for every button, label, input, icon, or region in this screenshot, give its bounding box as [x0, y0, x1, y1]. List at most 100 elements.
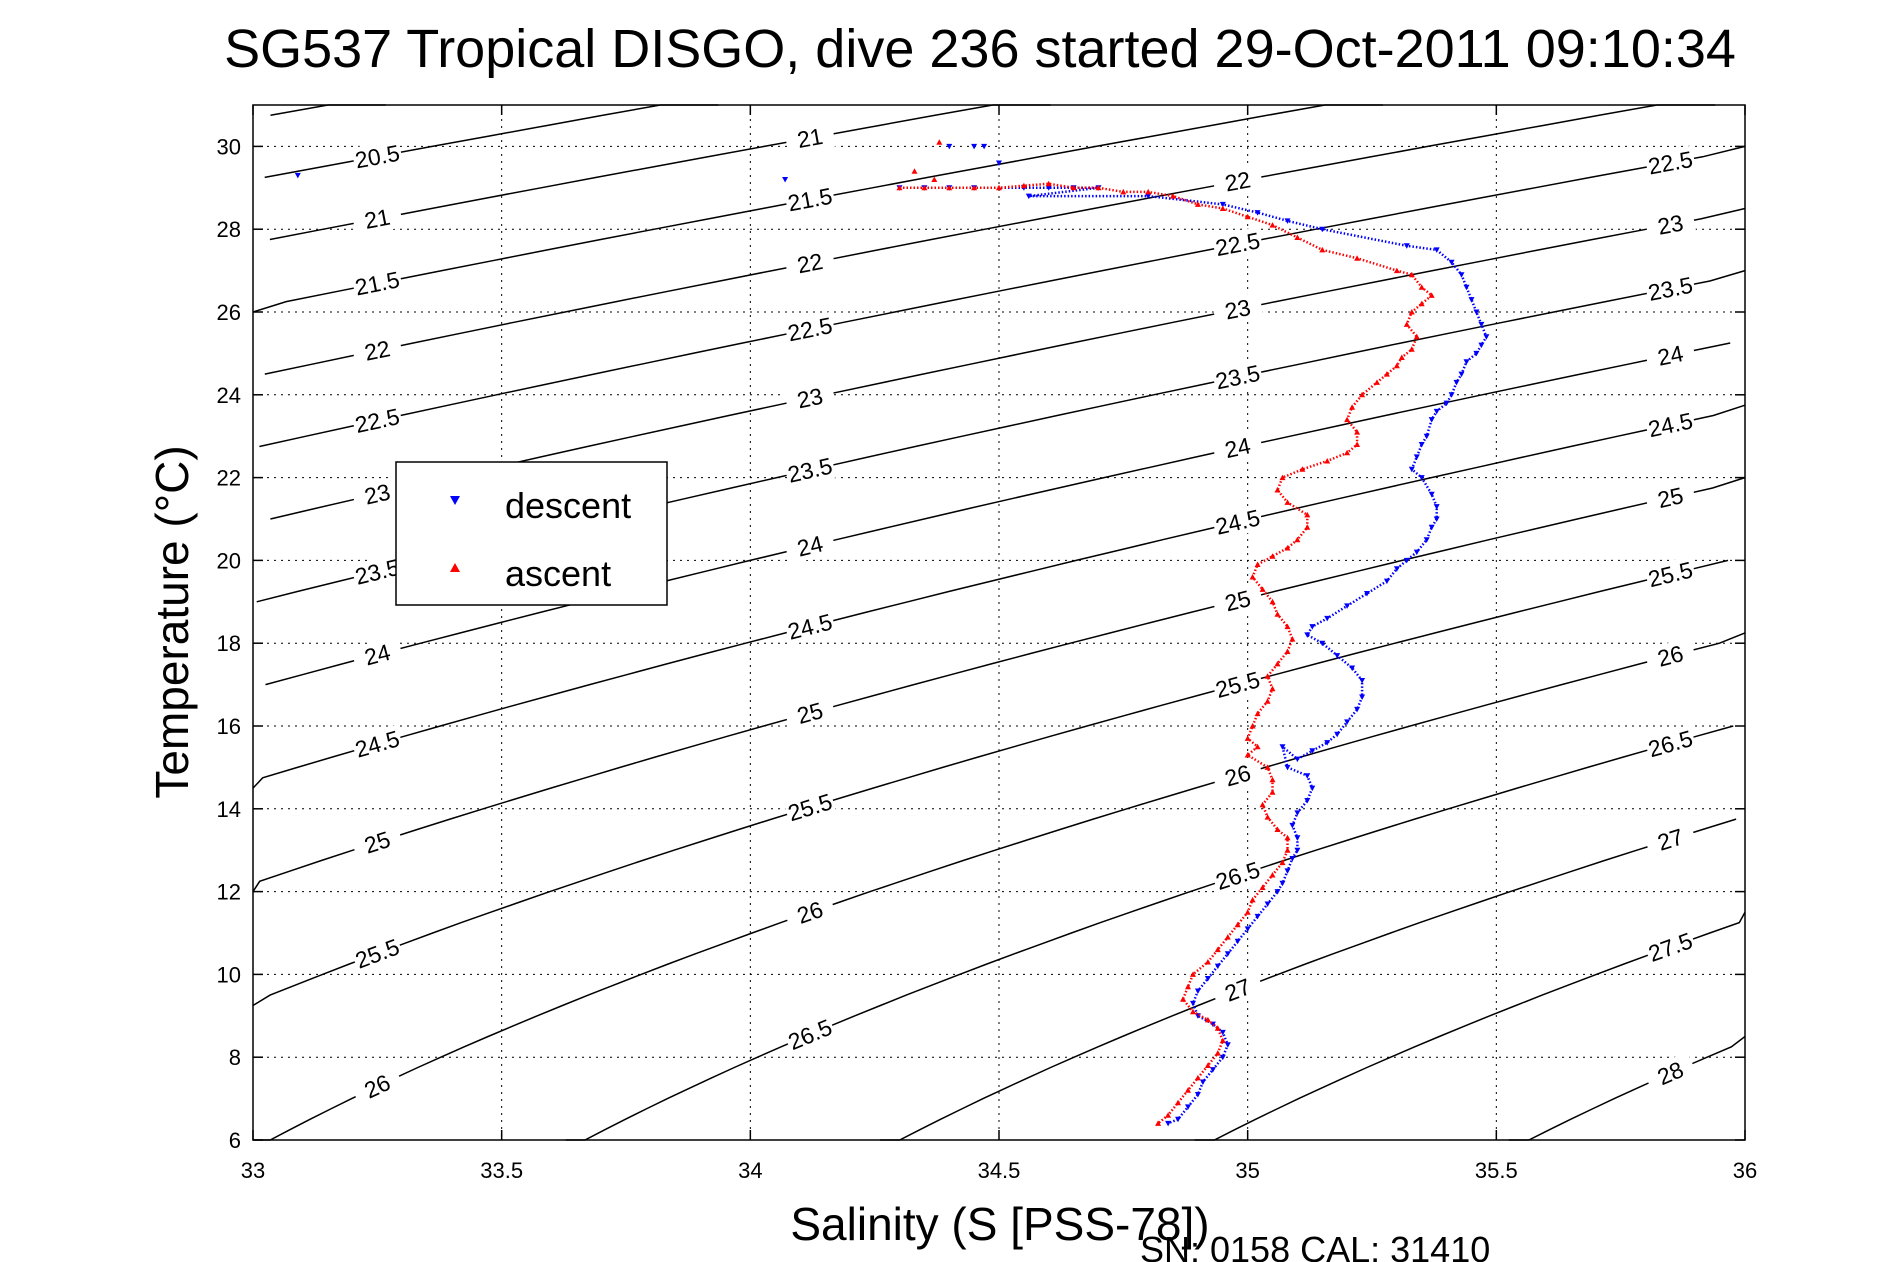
descent-point	[996, 160, 1002, 166]
isopycnal-label-background	[1644, 337, 1697, 373]
serial-calibration-footer: SN: 0158 CAL: 31410	[1140, 1229, 1490, 1262]
isopycnal-label-background	[350, 1064, 405, 1109]
data-series	[294, 139, 1490, 1127]
y-tick-label: 16	[217, 714, 241, 739]
isopycnal-label-background	[1211, 359, 1264, 395]
isopycnal-label-background	[783, 787, 837, 827]
isopycnal-label: 22	[795, 248, 825, 278]
isopycnal-label-background	[783, 311, 837, 347]
x-tick-label: 36	[1733, 1158, 1757, 1183]
isopycnal-label-group: 25	[1644, 479, 1697, 516]
descent-point	[971, 143, 978, 150]
descent-point	[1344, 603, 1351, 609]
legend-box	[395, 461, 668, 606]
isopycnal-label-background	[783, 380, 837, 416]
axis-ticks: 33 33.5 34 34.5 35 35.5 36 6 8 10 12 14 16 18 20 22 24 26…	[217, 105, 1757, 1183]
isopycnal-label-background	[783, 608, 837, 646]
isopycnal-label-background	[783, 527, 837, 565]
y-tick-label: 18	[217, 631, 241, 656]
legend-descent-label: descent	[505, 485, 631, 526]
x-tick-label: 35.5	[1475, 1158, 1518, 1183]
ascent-point	[1274, 660, 1281, 667]
isopycnal-label-background	[1644, 556, 1697, 593]
descent-point	[946, 143, 953, 150]
isopycnal-label-background	[1644, 479, 1697, 516]
isopycnal-label-group: 24	[1644, 337, 1697, 373]
isopycnal-label-background	[1643, 724, 1698, 763]
descent-point	[1175, 1116, 1181, 1123]
isopycnal-label-background	[1644, 207, 1697, 242]
isopycnal-label-group: 24	[350, 635, 404, 674]
isopycnal-label: 25	[1222, 585, 1253, 616]
isopycnal-label: 23	[1223, 294, 1253, 325]
isopycnal-label-group: 22	[351, 332, 404, 369]
isopycnal-line	[252, 476, 1746, 893]
isopycnal-label: 23	[795, 383, 825, 414]
isopycnal-label-background	[351, 332, 404, 369]
isopycnal-line	[253, 632, 1746, 1141]
isopycnal-label-background	[1211, 291, 1264, 327]
isopycnal-label-group: 21	[351, 201, 404, 237]
isopycnal-label-background	[1643, 637, 1697, 675]
isopycnal-label-group: 23	[783, 380, 837, 416]
isopycnal-label: 24	[1655, 340, 1686, 371]
isopycnal-label-group: 22	[783, 245, 837, 281]
isopycnal-label-background	[1211, 582, 1265, 620]
descent-point	[1463, 284, 1470, 291]
isopycnal-line	[252, 404, 1746, 789]
ascent-point	[1294, 536, 1301, 543]
descent-point	[1433, 504, 1440, 510]
descent-point	[1190, 1000, 1196, 1007]
x-tick-label: 34	[738, 1158, 762, 1183]
isopycnal-label-background	[350, 724, 404, 764]
isopycnal-line	[264, 104, 719, 179]
isopycnal-label-background	[1210, 855, 1265, 896]
isopycnal-label-background	[783, 694, 837, 732]
descent-trace	[899, 186, 1488, 1125]
descent-point	[1344, 719, 1351, 725]
x-tick-label: 33.5	[480, 1158, 523, 1183]
isopycnal-label: 22	[362, 335, 392, 366]
ascent-point	[1393, 362, 1400, 369]
isopycnal-label-group: 24.5	[1211, 503, 1265, 541]
y-tick-label: 20	[217, 548, 241, 573]
isopycnal-label-background	[1210, 969, 1265, 1011]
ascent-point	[1155, 1120, 1162, 1126]
isopycnal-label-group: 25	[1211, 582, 1265, 620]
x-axis-label: Salinity (S [PSS-78])	[790, 1198, 1209, 1250]
descent-point	[1165, 1120, 1172, 1127]
isopycnal-label-background	[1211, 164, 1264, 199]
isopycnal-contours: 20.5212121.521.522222222.522.522.522.523…	[252, 104, 1746, 1141]
isopycnal-label: 21	[795, 123, 825, 153]
series-ascent	[896, 139, 1435, 1126]
isopycnal-label-background	[1211, 503, 1265, 541]
isopycnal-label-background	[1644, 145, 1697, 180]
y-tick-label: 26	[217, 300, 241, 325]
isopycnal-label: 21	[362, 204, 392, 234]
ascent-point	[1254, 743, 1261, 750]
ascent-point	[936, 139, 943, 145]
isopycnal-label-group: 22	[1211, 164, 1264, 199]
legend-ascent-marker	[450, 563, 460, 572]
plot-area: 20.5212121.521.522222222.522.522.522.523…	[217, 104, 1757, 1183]
ascent-trace	[899, 182, 1434, 1125]
isopycnal-label-background	[1644, 407, 1697, 443]
ascent-point	[1185, 1087, 1191, 1093]
descent-point	[1185, 1104, 1191, 1110]
isopycnal-label-group: 27	[1643, 820, 1698, 860]
isopycnal-label-background	[350, 822, 405, 863]
y-tick-label: 28	[217, 217, 241, 242]
isopycnal-label-background	[1211, 226, 1264, 262]
ascent-point	[1219, 1037, 1226, 1044]
descent-point	[1393, 566, 1400, 572]
y-axis-label: Temperature (°C)	[146, 445, 198, 798]
isopycnal-label: 23	[1655, 209, 1685, 239]
isopycnal-label-background	[783, 452, 837, 489]
legend-ascent-label: ascent	[505, 553, 611, 594]
isopycnal-line	[565, 725, 1734, 1141]
isopycnal-label-background	[351, 265, 404, 301]
isopycnal-label-group: 26	[1643, 637, 1697, 675]
isopycnal-label: 23	[362, 479, 393, 510]
isopycnal-label-background	[1643, 926, 1698, 968]
